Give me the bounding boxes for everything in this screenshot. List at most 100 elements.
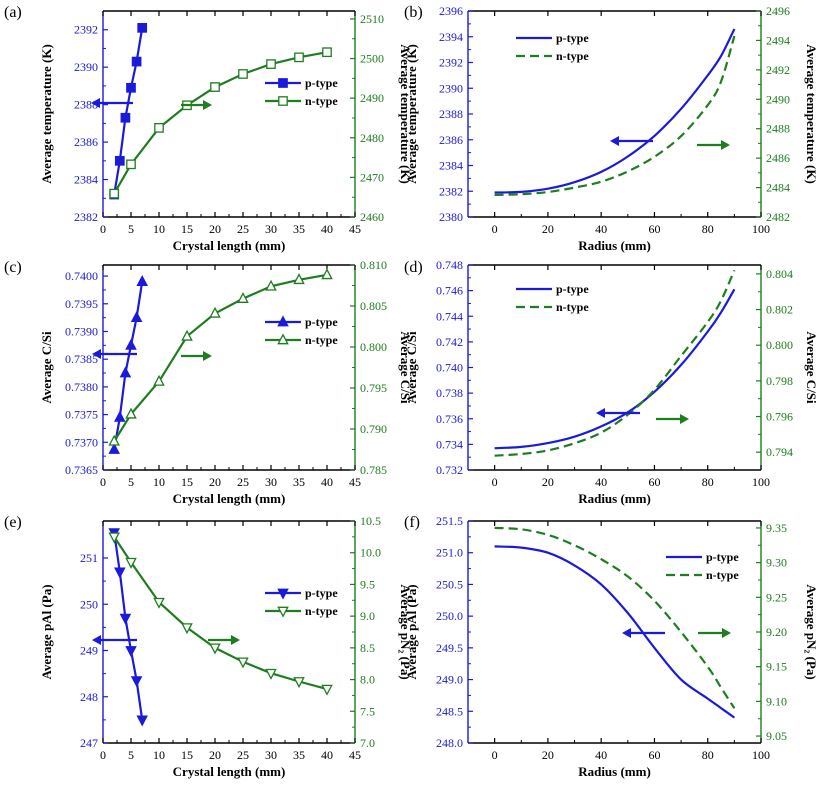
data-point-n-type xyxy=(108,434,120,446)
panel-label: (f) xyxy=(404,514,420,531)
data-point-n-type xyxy=(109,188,120,199)
y-left-axis-title: Average temperature (K) xyxy=(39,44,54,184)
data-point-n-type xyxy=(108,532,120,544)
y-left-tick-label: 249.5 xyxy=(436,641,463,655)
x-tick-label: 60 xyxy=(648,222,660,236)
y-left-tick-label: 2390 xyxy=(74,60,98,74)
x-tick-label: 45 xyxy=(349,475,361,489)
right-axis-arrow-head xyxy=(722,628,731,638)
y-right-tick-label: 10.5 xyxy=(360,514,381,528)
y-right-tick-label: 0.785 xyxy=(360,463,387,477)
data-point-n-type xyxy=(237,292,249,303)
x-tick-label: 0 xyxy=(100,475,106,489)
data-point-p-type xyxy=(120,112,131,123)
x-tick-label: 60 xyxy=(648,748,660,762)
y-right-tick-label: 0.790 xyxy=(360,422,387,436)
series-line-p-type xyxy=(494,545,736,719)
y-right-tick-label: 2492 xyxy=(766,63,790,77)
data-point-p-type xyxy=(126,82,136,93)
y-right-tick-label: 7.5 xyxy=(360,704,375,718)
panel-label: (c) xyxy=(4,259,22,276)
y-left-tick-label: 2394 xyxy=(439,30,463,44)
y-left-axis-title: Average C/Si xyxy=(39,331,54,404)
y-right-tick-label: 9.10 xyxy=(766,694,787,708)
x-tick-label: 45 xyxy=(349,222,361,236)
data-point-n-type xyxy=(181,623,193,635)
data-point-n-type xyxy=(153,374,165,386)
y-left-tick-label: 251 xyxy=(80,551,98,565)
y-left-tick-label: 248.5 xyxy=(436,704,463,718)
y-right-tick-label: 2500 xyxy=(360,52,384,66)
series-line-n-type xyxy=(494,526,736,709)
y-left-tick-label: 2396 xyxy=(439,4,463,18)
x-tick-label: 0 xyxy=(492,748,498,762)
legend-label-n-type: n-type xyxy=(556,300,589,314)
y-left-tick-label: 2380 xyxy=(439,210,463,224)
y-right-axis-title: Average temperature (K) xyxy=(398,44,413,184)
y-left-axis-title: Average pAl (Pa) xyxy=(39,584,54,679)
y-left-tick-label: 0.740 xyxy=(436,361,463,375)
y-right-tick-label: 0.800 xyxy=(360,340,387,354)
y-left-tick-label: 247 xyxy=(80,736,98,750)
y-left-tick-label: 0.742 xyxy=(436,335,463,349)
y-left-tick-label: 2392 xyxy=(439,56,463,70)
series-line-n-type xyxy=(113,51,328,195)
x-tick-label: 0 xyxy=(100,748,106,762)
x-axis-title: Crystal length (mm) xyxy=(173,764,286,779)
x-tick-label: 10 xyxy=(153,222,165,236)
x-tick-label: 25 xyxy=(237,748,249,762)
left-axis-arrow-head xyxy=(622,628,631,638)
data-point-p-type xyxy=(130,676,143,688)
y-left-tick-label: 0.7365 xyxy=(65,463,98,477)
y-right-tick-label: 0.802 xyxy=(766,303,793,317)
y-right-axis-title: Average C/Si xyxy=(398,331,413,404)
legend-label-n-type: n-type xyxy=(556,49,589,63)
x-tick-label: 20 xyxy=(542,475,554,489)
x-tick-label: 40 xyxy=(595,222,607,236)
legend-marker-n-type xyxy=(277,333,289,345)
y-left-tick-label: 0.746 xyxy=(436,284,463,298)
series-line-n-type xyxy=(113,536,328,691)
y-right-tick-label: 2494 xyxy=(766,33,790,47)
data-point-n-type xyxy=(321,268,333,280)
y-right-tick-label: 2490 xyxy=(766,92,790,106)
data-point-p-type xyxy=(131,56,142,67)
y-left-tick-label: 251.5 xyxy=(436,514,463,528)
x-tick-label: 25 xyxy=(237,222,249,236)
y-left-tick-label: 2386 xyxy=(439,133,463,147)
y-right-tick-label: 2470 xyxy=(360,170,384,184)
y-right-axis-title: Average temperature (K) xyxy=(804,44,817,184)
y-right-tick-label: 9.0 xyxy=(360,609,375,623)
y-left-tick-label: 0.738 xyxy=(436,386,463,400)
x-tick-label: 25 xyxy=(237,475,249,489)
x-tick-label: 30 xyxy=(265,748,277,762)
legend-marker-n-type xyxy=(277,606,289,618)
legend-label-n-type: n-type xyxy=(305,94,338,108)
y-right-tick-label: 0.794 xyxy=(766,445,793,459)
y-left-tick-label: 251.0 xyxy=(436,546,463,560)
x-tick-label: 30 xyxy=(265,475,277,489)
x-tick-label: 5 xyxy=(128,475,134,489)
right-axis-arrow-head xyxy=(680,414,689,424)
data-point-p-type xyxy=(125,646,137,658)
y-left-tick-label: 0.732 xyxy=(436,463,463,477)
y-left-tick-label: 0.7380 xyxy=(65,380,98,394)
left-axis-arrow-head xyxy=(91,98,100,108)
x-tick-label: 20 xyxy=(209,748,221,762)
x-tick-label: 20 xyxy=(209,475,221,489)
x-tick-label: 100 xyxy=(752,222,770,236)
legend-label-p-type: p-type xyxy=(706,550,739,564)
data-point-p-type xyxy=(114,410,126,422)
legend-label-p-type: p-type xyxy=(305,76,338,90)
legend-label-p-type: p-type xyxy=(305,315,338,329)
data-point-n-type xyxy=(322,47,332,58)
data-point-n-type xyxy=(293,273,305,285)
data-point-n-type xyxy=(210,82,220,92)
data-point-n-type xyxy=(209,643,221,655)
y-right-tick-label: 2488 xyxy=(766,122,790,136)
left-axis-arrow-head xyxy=(92,635,101,645)
y-right-tick-label: 0.805 xyxy=(360,299,387,313)
panel-label: (b) xyxy=(404,4,423,21)
chart-panel-f: (f) 0 20 40 60 80 100 248.0 248.5 249.0 249.5 250.0… xyxy=(404,514,817,779)
y-right-tick-label: 2460 xyxy=(360,210,384,224)
